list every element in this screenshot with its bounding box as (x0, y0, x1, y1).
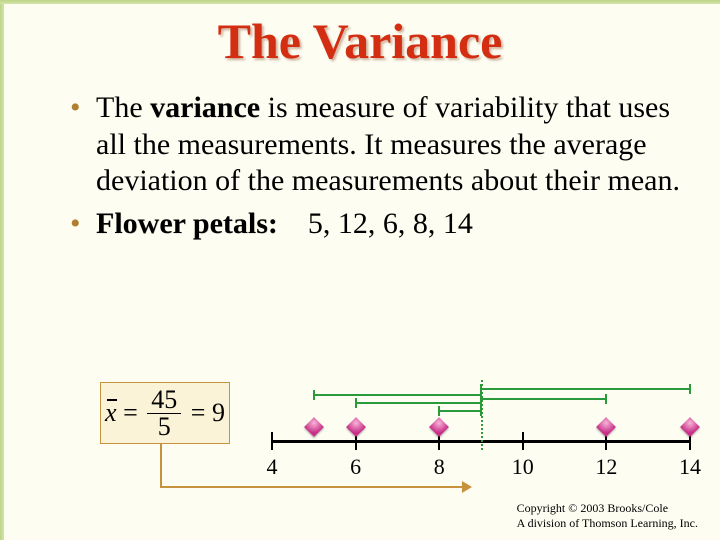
xbar-symbol: x (105, 398, 117, 428)
copyright-text: Copyright © 2003 Brooks/Cole A division … (517, 501, 698, 530)
formula-numerator: 45 (147, 387, 181, 414)
axis-tick-label: 6 (350, 454, 361, 480)
connector-vertical (160, 444, 162, 486)
axis-tick-label: 4 (267, 454, 278, 480)
bullet-2: • Flower petals: 5, 12, 6, 8, 14 (70, 206, 680, 243)
connector-arrow-icon (462, 481, 472, 493)
data-point (680, 417, 700, 437)
bullet-1: • The variance is measure of variability… (70, 90, 680, 200)
bullet-dot: • (70, 206, 96, 243)
copyright-line1: Copyright © 2003 Brooks/Cole (517, 501, 698, 515)
left-edge-decoration (0, 0, 4, 540)
axis-tick-label: 10 (512, 454, 534, 480)
data-point (596, 417, 616, 437)
deviation-cap (480, 394, 482, 404)
top-edge-decoration (0, 0, 720, 4)
b2-values: 5, 12, 6, 8, 14 (308, 207, 473, 240)
slide-title: The Variance (0, 12, 720, 70)
data-point (429, 417, 449, 437)
deviation-cap (313, 390, 315, 400)
deviation-bar (314, 394, 481, 396)
deviation-bar (481, 388, 690, 390)
b1-bold: variance (150, 91, 260, 124)
data-point (304, 417, 324, 437)
b1-pre: The (96, 91, 150, 124)
bullet-dot: • (70, 90, 96, 200)
deviation-cap (480, 406, 482, 416)
formula-denominator: 5 (154, 414, 175, 440)
deviation-cap (689, 384, 691, 394)
deviation-cap (355, 398, 357, 408)
deviation-cap (605, 394, 607, 404)
axis-tick-label: 12 (595, 454, 617, 480)
formula-result: 9 (212, 398, 225, 428)
axis-tick (522, 432, 524, 450)
body-text: • The variance is measure of variability… (70, 90, 680, 248)
deviation-bar (439, 410, 481, 412)
axis-tick-label: 8 (434, 454, 445, 480)
deviation-bar (481, 398, 606, 400)
connector-horizontal (160, 486, 468, 488)
deviation-cap (480, 384, 482, 394)
axis-tick (271, 432, 273, 450)
axis-tick-label: 14 (679, 454, 701, 480)
copyright-line2: A division of Thomson Learning, Inc. (517, 516, 698, 530)
deviation-bar (356, 402, 481, 404)
b2-bold: Flower petals: (96, 207, 278, 240)
data-point (346, 417, 366, 437)
deviation-cap (438, 406, 440, 416)
mean-formula: x = 45 5 = 9 (100, 382, 230, 444)
